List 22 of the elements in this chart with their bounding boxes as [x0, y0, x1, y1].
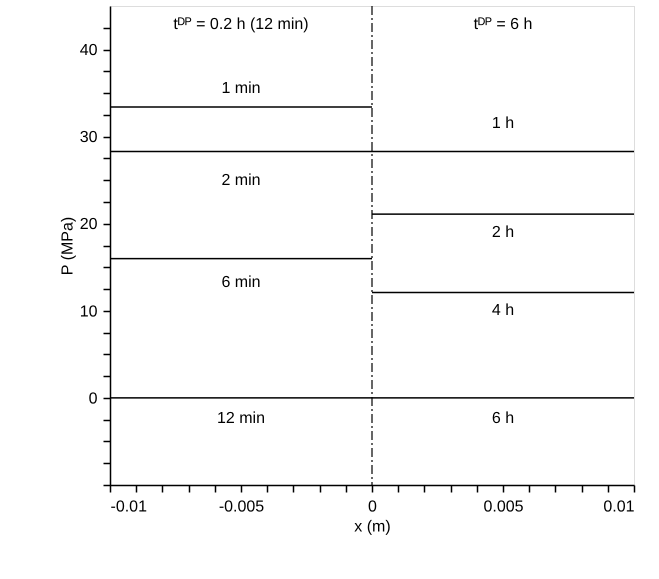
x-tick-label: -0.01: [110, 498, 148, 516]
annotation: 2 h: [492, 224, 514, 241]
annotation: 12 min: [216, 410, 266, 427]
x-tick-label: -0.005: [218, 498, 264, 516]
annotation: 2 min: [221, 172, 261, 189]
annotation: 4 h: [492, 302, 514, 319]
annotation: 6 h: [492, 410, 514, 427]
y-tick-label: 20: [80, 216, 98, 234]
y-tick-label: 0: [88, 390, 98, 408]
annotation: 1 h: [492, 115, 514, 132]
x-tick-label: 0.01: [603, 498, 635, 516]
x-axis-title: x (m): [354, 518, 391, 536]
annotation: 6 min: [221, 274, 261, 291]
y-tick-label: 40: [80, 42, 98, 60]
y-tick-label: 30: [80, 129, 98, 146]
annotation: tᴰᴾ = 6 h: [474, 16, 532, 33]
y-axis-title: P (MPa): [60, 216, 77, 276]
annotation: tᴰᴾ = 0.2 h (12 min): [173, 16, 309, 33]
annotation: 1 min: [221, 80, 261, 97]
x-tick-label: 0.005: [483, 498, 524, 516]
y-tick-label: 10: [80, 303, 98, 320]
x-tick-label: 0: [368, 498, 378, 516]
